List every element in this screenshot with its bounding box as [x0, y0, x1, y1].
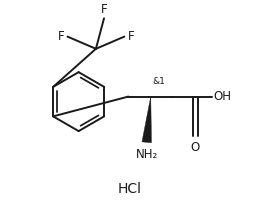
Text: NH₂: NH₂: [136, 148, 158, 161]
Text: HCl: HCl: [117, 182, 142, 196]
Text: O: O: [191, 141, 200, 154]
Text: F: F: [101, 3, 107, 16]
Text: F: F: [127, 30, 134, 43]
Polygon shape: [142, 97, 151, 143]
Text: &1: &1: [153, 77, 166, 86]
Text: F: F: [58, 30, 64, 43]
Text: OH: OH: [214, 90, 232, 103]
